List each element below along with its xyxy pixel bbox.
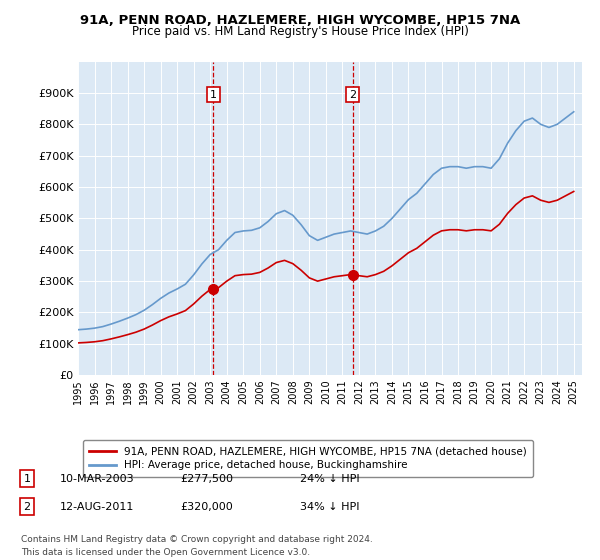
Text: £320,000: £320,000 <box>180 502 233 512</box>
Text: Price paid vs. HM Land Registry's House Price Index (HPI): Price paid vs. HM Land Registry's House … <box>131 25 469 38</box>
Text: 12-AUG-2011: 12-AUG-2011 <box>60 502 134 512</box>
Text: This data is licensed under the Open Government Licence v3.0.: This data is licensed under the Open Gov… <box>21 548 310 557</box>
Legend: 91A, PENN ROAD, HAZLEMERE, HIGH WYCOMBE, HP15 7NA (detached house), HPI: Average: 91A, PENN ROAD, HAZLEMERE, HIGH WYCOMBE,… <box>83 440 533 477</box>
Text: £277,500: £277,500 <box>180 474 233 484</box>
Text: 1: 1 <box>210 90 217 100</box>
Text: 2: 2 <box>349 90 356 100</box>
Text: 10-MAR-2003: 10-MAR-2003 <box>60 474 134 484</box>
Text: 91A, PENN ROAD, HAZLEMERE, HIGH WYCOMBE, HP15 7NA: 91A, PENN ROAD, HAZLEMERE, HIGH WYCOMBE,… <box>80 14 520 27</box>
Text: Contains HM Land Registry data © Crown copyright and database right 2024.: Contains HM Land Registry data © Crown c… <box>21 535 373 544</box>
Text: 34% ↓ HPI: 34% ↓ HPI <box>300 502 359 512</box>
Text: 1: 1 <box>23 474 31 484</box>
Text: 2: 2 <box>23 502 31 512</box>
Text: 24% ↓ HPI: 24% ↓ HPI <box>300 474 359 484</box>
